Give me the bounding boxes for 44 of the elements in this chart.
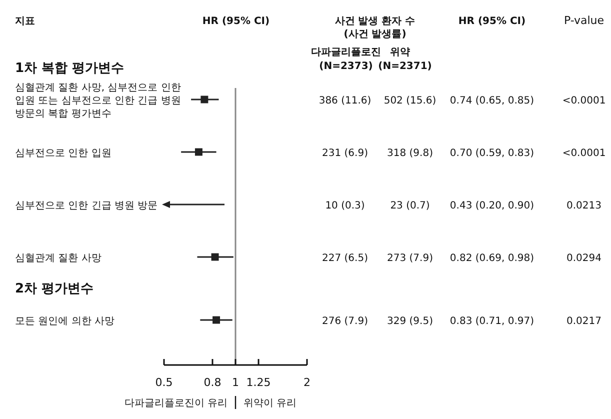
text: 사건 발생 환자 수 [334,16,416,27]
text: 318 (9.8) [387,148,434,159]
text: P-value [564,14,604,27]
y-tick-label: 모든 원인에 의한 사망 [15,316,115,327]
y-tick-label: 2차 평가변수 [15,282,94,296]
text: 23 (0.7) [390,200,430,212]
x-tick-label: 1 [232,376,239,389]
y-tick-label: 심부전으로 인한 입원 [15,148,112,159]
text: <0.0001 [562,148,606,159]
x-axis-title: HR (95% CI) [202,16,270,27]
text: (사건 발생률) [344,29,406,40]
x-tick-label: 0.8 [204,376,222,389]
data-label: 0.83 (0.71, 0.97) [450,316,534,327]
text: 0.0294 [566,253,602,264]
text: 10 (0.3) [325,200,365,212]
data-label: 0.82 (0.69, 0.98) [450,253,534,264]
text: 386 (11.6) [318,96,372,106]
data-label: 0.70 (0.59, 0.83) [450,148,534,159]
text: 329 (9.5) [387,316,434,327]
y-axis-title: 지표 [15,16,35,27]
text: HR (95% CI) [458,16,526,27]
y-tick-label: 심혈관계 질환 사망, 심부전으로 인한 입원 또는 심부전으로 인한 긴급 병원 방문의 복합 평가변수 [15,82,181,120]
y-tick-label: 심혈관계 질환 사망 [15,253,102,264]
text: (N=2371) [378,61,432,72]
text: 273 (7.9) [387,253,434,264]
text: (N=2373) [319,61,373,72]
y-tick-label: 심부전으로 인한 긴급 병원 방문 [15,200,158,212]
data-label: 0.74 (0.65, 0.85) [450,96,534,106]
y-tick-label: 1차 복합 평가변수 [15,61,124,76]
x-tick-label: 2 [304,376,310,389]
text: 276 (7.9) [322,316,368,327]
text: 231 (6.9) [322,148,368,159]
x-tick-label: 1.25 [246,376,271,389]
text: 0.0213 [566,200,602,212]
text: 0.0217 [566,316,602,327]
text: 502 (15.6) [384,96,436,106]
text: 227 (6.5) [322,253,368,264]
x-tick-label: 0.5 [155,376,173,389]
text: 다파글리플로진 [311,47,381,58]
text: 0.43 (0.20, 0.90) [450,200,534,212]
text: 위약 [390,47,410,58]
text: 위약이 유리 [244,398,297,409]
text: <0.0001 [562,96,606,106]
text: 다파글리플로진이 유리 [124,398,228,409]
